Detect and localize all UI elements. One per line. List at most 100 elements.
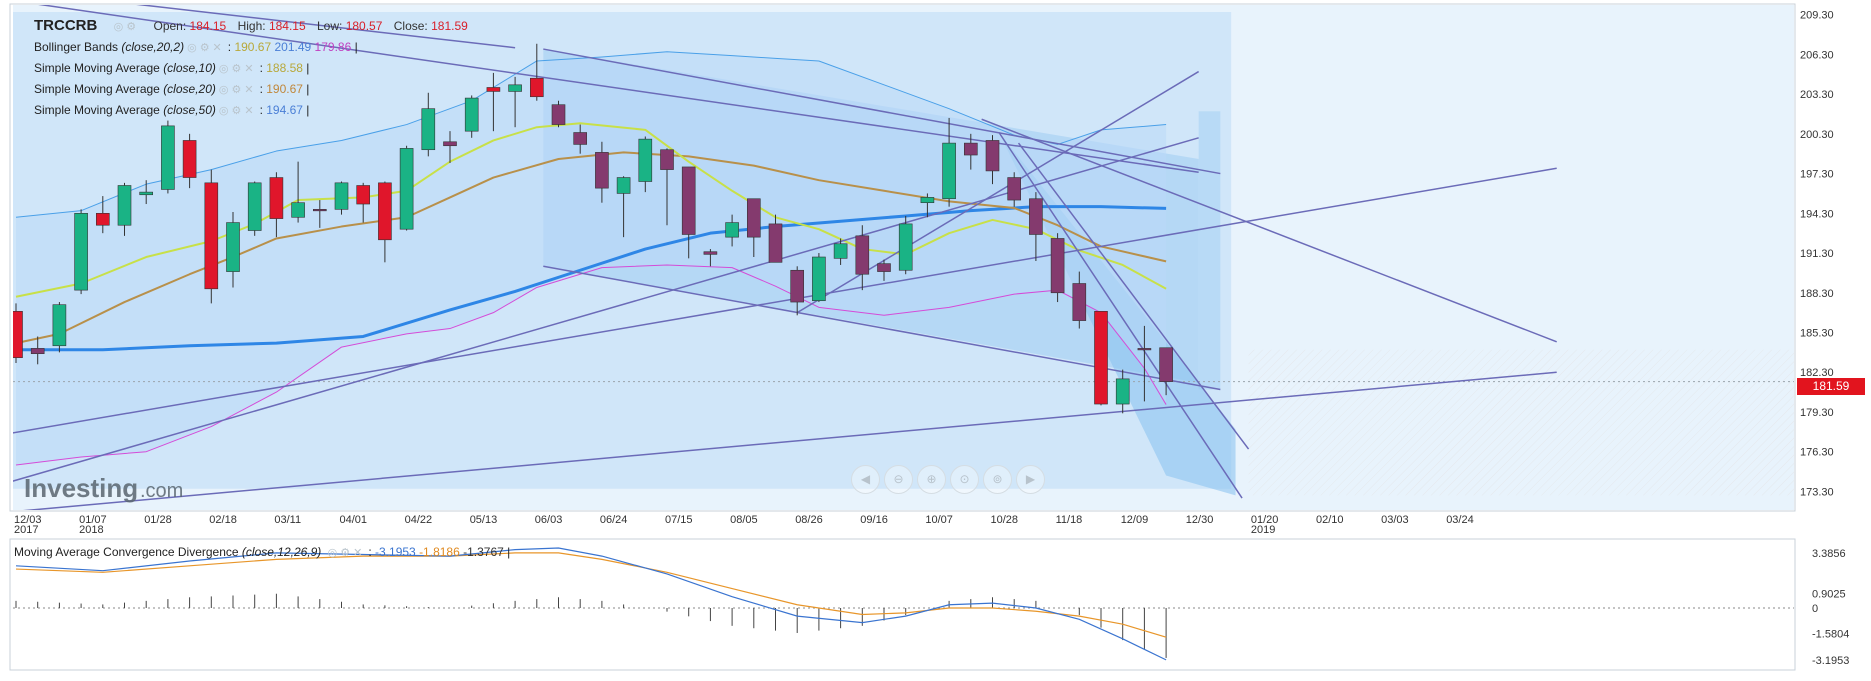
trendline-10: [1017, 142, 1250, 450]
candle-body: [1094, 311, 1108, 405]
x-tick-label: 09/16: [860, 514, 888, 526]
legend-controls-icon[interactable]: ◎⚙: [113, 21, 140, 33]
candle-24: [529, 43, 544, 101]
candle-13: [291, 161, 305, 223]
candle-3: [74, 209, 88, 295]
candle-53: [1159, 347, 1173, 396]
zoom-reset-icon[interactable]: ⊙: [950, 465, 979, 494]
candle-18: [399, 145, 414, 231]
x-tick-label: 12/03: [14, 514, 42, 526]
candle-body: [269, 177, 284, 219]
candle-42: [920, 193, 935, 218]
candle-47: [1029, 192, 1043, 261]
y-tick-label: 197.30: [1800, 169, 1834, 181]
candle-body: [790, 269, 805, 303]
candle-body: [833, 243, 848, 259]
main-legend: TRCCRB ◎⚙ Open: 184.15 High: 184.15 Low:…: [34, 16, 468, 121]
candle-body: [1050, 238, 1065, 294]
candle-body: [334, 182, 349, 210]
indicator-controls-icon[interactable]: ◎⚙✕: [218, 84, 257, 96]
y-tick-label: 200.30: [1800, 129, 1834, 141]
x-tick-label: 04/22: [405, 514, 433, 526]
macd-y-tick-label: 0: [1812, 603, 1818, 615]
macd-pane[interactable]: [9, 538, 1796, 671]
candle-body: [291, 202, 305, 218]
macd-y-tick-label: -3.1953: [1812, 655, 1849, 667]
y-tick-label: 182.30: [1800, 367, 1834, 379]
candle-body: [877, 263, 891, 272]
investing-logo-suffix-icon: .com: [140, 480, 183, 502]
candle-body: [1029, 198, 1043, 235]
candle-29: [638, 136, 653, 193]
indicator-value: 201.49: [274, 40, 315, 54]
macd-controls-icon[interactable]: ◎⚙✕: [327, 547, 366, 559]
zoom-out-icon[interactable]: ⊖: [884, 465, 913, 494]
candle-body: [247, 182, 262, 231]
candle-body: [30, 348, 45, 355]
candle-0: [13, 303, 23, 363]
candle-22: [486, 72, 501, 132]
indicator-controls-icon[interactable]: ◎⚙✕: [218, 105, 257, 117]
candle-12: [269, 172, 284, 238]
chart-navigation: ◀ ⊖ ⊕ ⊙ ⊚ ▶: [851, 465, 1045, 494]
y-tick-label: 191.30: [1800, 248, 1834, 260]
hatched-area: [1248, 349, 1794, 496]
candle-6: [139, 180, 153, 205]
candle-9: [204, 169, 219, 304]
trendline-8: [981, 118, 1557, 343]
candle-1: [30, 336, 45, 365]
candle-15: [334, 181, 349, 215]
y-tick-label: 206.30: [1800, 49, 1834, 61]
candle-5: [117, 182, 132, 236]
trendline-4: [13, 137, 1199, 482]
candle-31: [681, 166, 696, 259]
candle-body: [703, 251, 718, 255]
candle-body: [356, 185, 371, 205]
candle-27: [595, 141, 609, 203]
macd-signal-line: [15, 552, 1167, 638]
scroll-left-icon[interactable]: ◀: [851, 465, 880, 494]
high-value: 184.15: [268, 19, 306, 33]
candle-body: [443, 141, 457, 147]
indicator-controls-icon[interactable]: ◎⚙✕: [218, 63, 257, 75]
y-tick-label: 194.30: [1800, 208, 1834, 220]
x-tick-label: 12/30: [1186, 514, 1214, 526]
candle-body: [768, 223, 783, 263]
candle-body: [660, 149, 674, 170]
candle-body: [529, 77, 544, 98]
candle-body: [1115, 378, 1130, 405]
candle-body: [725, 222, 739, 238]
candle-body: [399, 148, 414, 230]
indicator-controls-icon[interactable]: ◎⚙✕: [187, 42, 225, 54]
open-value: 184.15: [189, 19, 227, 33]
x-tick-label: 12/09: [1121, 514, 1149, 526]
macd-histogram-value: -1.3767: [463, 545, 504, 559]
indicator-params: (close,20,2): [121, 40, 185, 54]
x-tick-label: 03/24: [1446, 514, 1474, 526]
x-tick-label: 01/28: [144, 514, 172, 526]
scroll-right-icon[interactable]: ▶: [1016, 465, 1045, 494]
y-tick-label: 173.30: [1800, 486, 1834, 498]
macd-y-tick-label: 3.3856: [1812, 548, 1846, 560]
candle-16: [356, 182, 371, 223]
candle-body: [117, 185, 132, 226]
bollinger-lower-line: [15, 264, 1167, 466]
candle-39: [855, 225, 870, 291]
investing-logo-icon: Investing: [24, 473, 138, 503]
candle-4: [96, 196, 110, 234]
zoom-in-icon[interactable]: ⊕: [917, 465, 946, 494]
candle-body: [985, 140, 1000, 172]
candle-body: [378, 182, 392, 241]
x-tick-year: 2019: [1251, 524, 1275, 536]
y-tick-label: 203.30: [1800, 89, 1834, 101]
zoom-fit-icon[interactable]: ⊚: [983, 465, 1012, 494]
close-label: Close:: [393, 19, 428, 33]
candle-46: [1007, 172, 1022, 207]
candle-body: [573, 132, 588, 145]
y-tick-label: 188.30: [1800, 288, 1834, 300]
candle-body: [182, 140, 197, 178]
macd-y-tick-label: 0.9025: [1812, 588, 1846, 600]
candle-35: [768, 214, 783, 263]
candle-48: [1050, 233, 1065, 303]
